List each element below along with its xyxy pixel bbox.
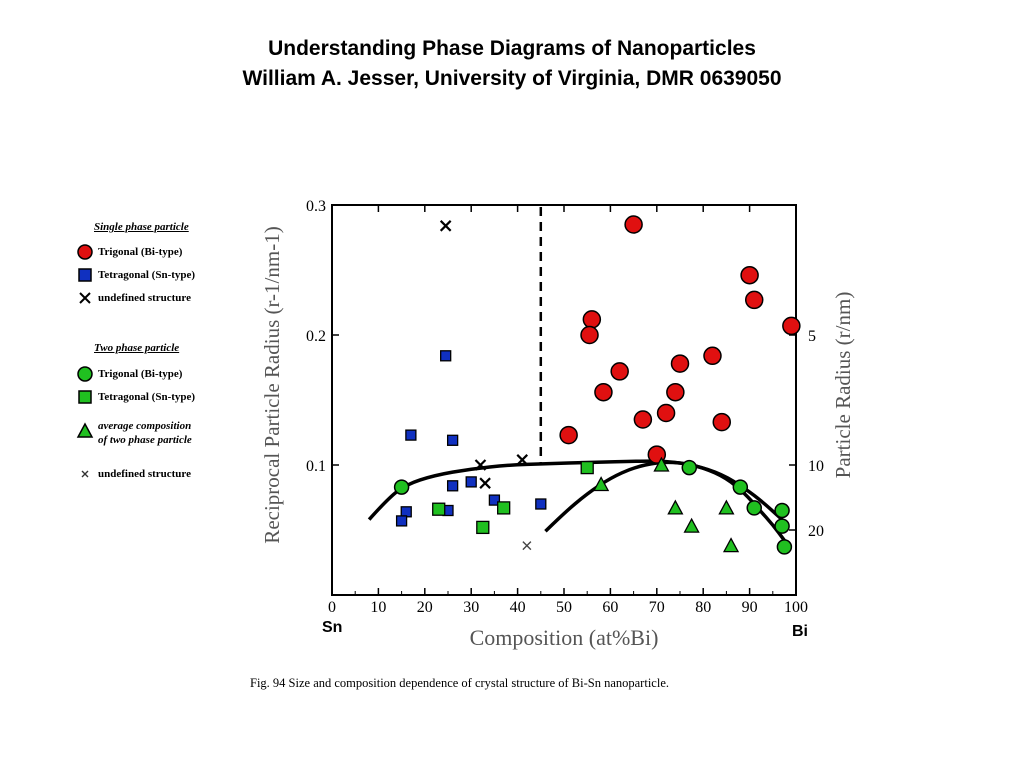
y-tick-label: 0.3 — [306, 198, 326, 215]
title-line-2: William A. Jesser, University of Virgini… — [242, 67, 782, 90]
trigonal-single-point — [594, 382, 613, 402]
legend-label: Tetragonal (Sn-type) — [98, 391, 196, 403]
phase-boundary-curve — [367, 459, 784, 521]
trigonal-single-point — [656, 403, 676, 423]
x-tick-label: 60 — [602, 599, 618, 616]
trigonal-single-point — [624, 215, 643, 234]
legend-header-single: Single phase particle — [94, 221, 189, 233]
tetragonal-two-phase-point — [432, 502, 446, 516]
tetragonal-single-point — [405, 429, 417, 441]
title-line-1: Understanding Phase Diagrams of Nanopart… — [268, 37, 756, 60]
green-triangle-icon — [76, 422, 94, 438]
legend-row-two-undefined: undefined structure — [70, 465, 270, 485]
legend-row-two-trigonal: Trigonal (Bi-type) — [70, 365, 270, 385]
y-axis-label-left: Reciprocal Particle Radius (r-1/nm-1) — [260, 226, 284, 543]
trigonal-two-phase-point — [774, 518, 790, 534]
trigonal-two-phase-point — [746, 500, 762, 516]
trigonal-single-point — [610, 362, 629, 381]
undefined-single-point — [479, 477, 491, 489]
trigonal-single-point — [633, 410, 653, 429]
trigonal-single-point — [580, 325, 599, 345]
legend-row-single-undefined: undefined structure — [70, 289, 270, 309]
y-tick-label: 0.2 — [306, 328, 326, 345]
legend-label: Trigonal (Bi-type) — [98, 368, 183, 380]
trigonal-two-phase-point — [732, 479, 749, 495]
y-right-tick-label: 5 — [808, 328, 816, 345]
trigonal-two-phase-point — [776, 539, 793, 555]
legend-row-two-tetragonal: Tetragonal (Sn-type) — [70, 388, 270, 408]
tetragonal-single-point — [488, 494, 501, 506]
y-right-tick-label: 10 — [808, 458, 824, 475]
plot-frame — [331, 204, 797, 596]
legend-label: undefined structure — [98, 292, 191, 304]
tetragonal-single-point — [465, 476, 477, 488]
tetragonal-single-point — [395, 515, 408, 527]
trigonal-single-point — [703, 346, 722, 366]
trigonal-single-point — [740, 265, 759, 285]
small-cross-icon — [81, 470, 89, 478]
tetragonal-single-point — [446, 480, 459, 492]
x-end-label-bi: Bi — [792, 623, 808, 640]
trigonal-single-point — [559, 425, 578, 445]
average-composition-point — [667, 499, 684, 515]
legend-label: Tetragonal (Sn-type) — [98, 269, 196, 281]
legend-label-average: average composition of two phase particl… — [98, 419, 192, 447]
cross-icon — [79, 292, 91, 304]
trigonal-single-point — [666, 382, 685, 402]
x-tick-label: 100 — [784, 599, 808, 616]
undefined-single-point — [439, 220, 452, 232]
undefined-single-point — [516, 454, 529, 466]
x-tick-label: 50 — [556, 599, 572, 616]
tetragonal-two-phase-point — [476, 520, 490, 535]
x-end-label-sn: Sn — [322, 619, 342, 636]
y-tick-label: 0.1 — [306, 458, 326, 475]
legend-row-single-tetragonal: Tetragonal (Sn-type) — [70, 266, 270, 286]
blue-square-icon — [78, 268, 92, 282]
trigonal-single-point — [782, 316, 801, 336]
undefined-two-phase-point — [522, 541, 532, 551]
green-circle-icon — [77, 366, 93, 382]
trigonal-single-point — [670, 354, 690, 373]
tetragonal-two-phase-point — [580, 460, 594, 475]
average-composition-point — [653, 456, 670, 472]
y-axis-label-right: Particle Radius (r/nm) — [831, 292, 855, 479]
average-composition-point — [718, 499, 735, 515]
trigonal-two-phase-point — [681, 459, 698, 476]
legend-label-line: average composition — [98, 420, 192, 432]
trigonal-two-phase-point — [393, 479, 410, 495]
x-tick-label: 10 — [370, 599, 386, 616]
legend-row-two-average: average composition of two phase particl… — [70, 419, 270, 452]
tetragonal-two-phase-point — [497, 501, 511, 515]
average-composition-point — [722, 537, 740, 553]
trigonal-two-phase-point — [774, 502, 790, 519]
legend-label-line: of two phase particle — [98, 434, 192, 446]
legend-row-single-trigonal: Trigonal (Bi-type) — [70, 243, 270, 263]
x-tick-label: 80 — [695, 599, 711, 616]
x-tick-label: 40 — [510, 599, 526, 616]
tetragonal-single-point — [446, 434, 459, 446]
slide-title: Understanding Phase Diagrams of Nanopart… — [0, 34, 1024, 94]
tetragonal-single-point — [535, 498, 547, 510]
undefined-single-point — [474, 459, 487, 471]
legend-label: undefined structure — [98, 468, 191, 480]
x-tick-label: 20 — [417, 599, 433, 616]
legend-header-two: Two phase particle — [94, 342, 180, 354]
x-tick-label: 0 — [328, 599, 336, 616]
x-axis-label: Composition (at%Bi) — [470, 625, 659, 650]
figure-caption: Fig. 94 Size and composition dependence … — [250, 676, 669, 690]
trigonal-single-point — [744, 290, 764, 310]
x-tick-label: 30 — [463, 599, 479, 616]
green-square-icon — [78, 390, 92, 404]
y-right-tick-label: 20 — [808, 523, 824, 540]
trigonal-single-point — [582, 310, 602, 329]
legend-label: Trigonal (Bi-type) — [98, 246, 183, 258]
average-composition-point — [593, 476, 610, 492]
average-composition-point — [683, 517, 700, 533]
x-tick-label: 90 — [742, 599, 758, 616]
trigonal-single-point — [712, 412, 732, 432]
red-circle-icon — [77, 244, 93, 260]
tetragonal-single-point — [440, 350, 452, 362]
x-tick-label: 70 — [649, 599, 665, 616]
